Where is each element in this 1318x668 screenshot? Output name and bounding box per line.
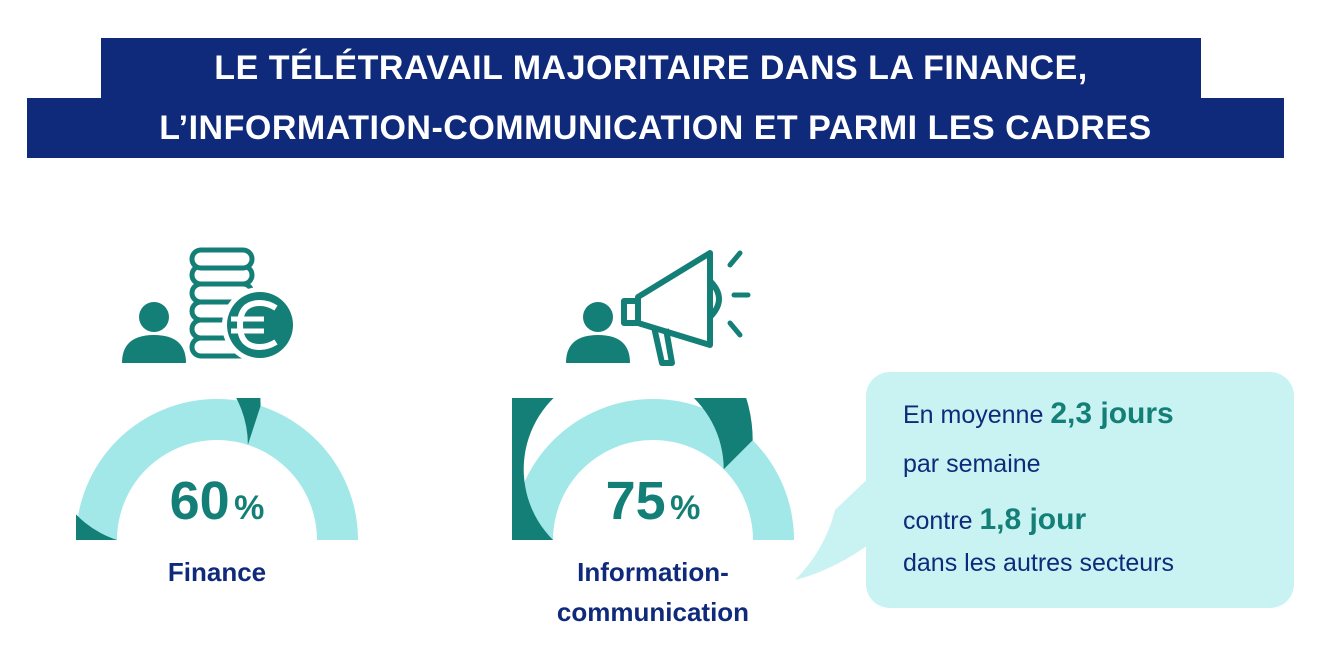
finance-gauge <box>76 398 358 540</box>
infocom-label: Information- communication <box>492 552 814 632</box>
bubble-line-1-prefix: En moyenne <box>903 401 1051 429</box>
infocom-gauge-fill <box>512 398 753 540</box>
finance-label: Finance <box>167 557 267 587</box>
infocom-gauge <box>512 398 794 540</box>
bubble-tail <box>795 472 875 580</box>
finance-percent-value: 60 <box>169 471 230 531</box>
bubble-highlight-days: 2,3 jours <box>1050 397 1174 430</box>
infocom-percent-symbol: % <box>670 489 701 527</box>
infocom-percent: 75 % <box>512 470 794 532</box>
infocom-label-line1: Information- <box>577 557 729 587</box>
infocom-percent-value: 75 <box>605 471 666 531</box>
finance-percent-symbol: % <box>234 489 265 527</box>
finance-percent: 60 % <box>76 470 358 532</box>
info-bubble <box>866 372 1294 608</box>
bubble-line-3: contre 1,8 jour <box>903 503 1086 537</box>
bubble-line-1: En moyenne 2,3 jours <box>903 397 1174 431</box>
person-coins-euro-icon <box>122 247 298 363</box>
bubble-highlight-other: 1,8 jour <box>979 503 1087 536</box>
person-megaphone-icon <box>566 250 751 366</box>
infocom-label-line2: communication <box>556 597 750 627</box>
title-line-1: LE TÉLÉTRAVAIL MAJORITAIRE DANS LA FINAN… <box>101 38 1201 98</box>
title-line-2: L’INFORMATION-COMMUNICATION ET PARMI LES… <box>27 98 1284 158</box>
bubble-line-3-prefix: contre <box>903 507 980 535</box>
finance-gauge-track <box>76 399 358 540</box>
bubble-line-2: par semaine <box>903 450 1041 478</box>
bubble-line-4: dans les autres secteurs <box>903 549 1174 577</box>
